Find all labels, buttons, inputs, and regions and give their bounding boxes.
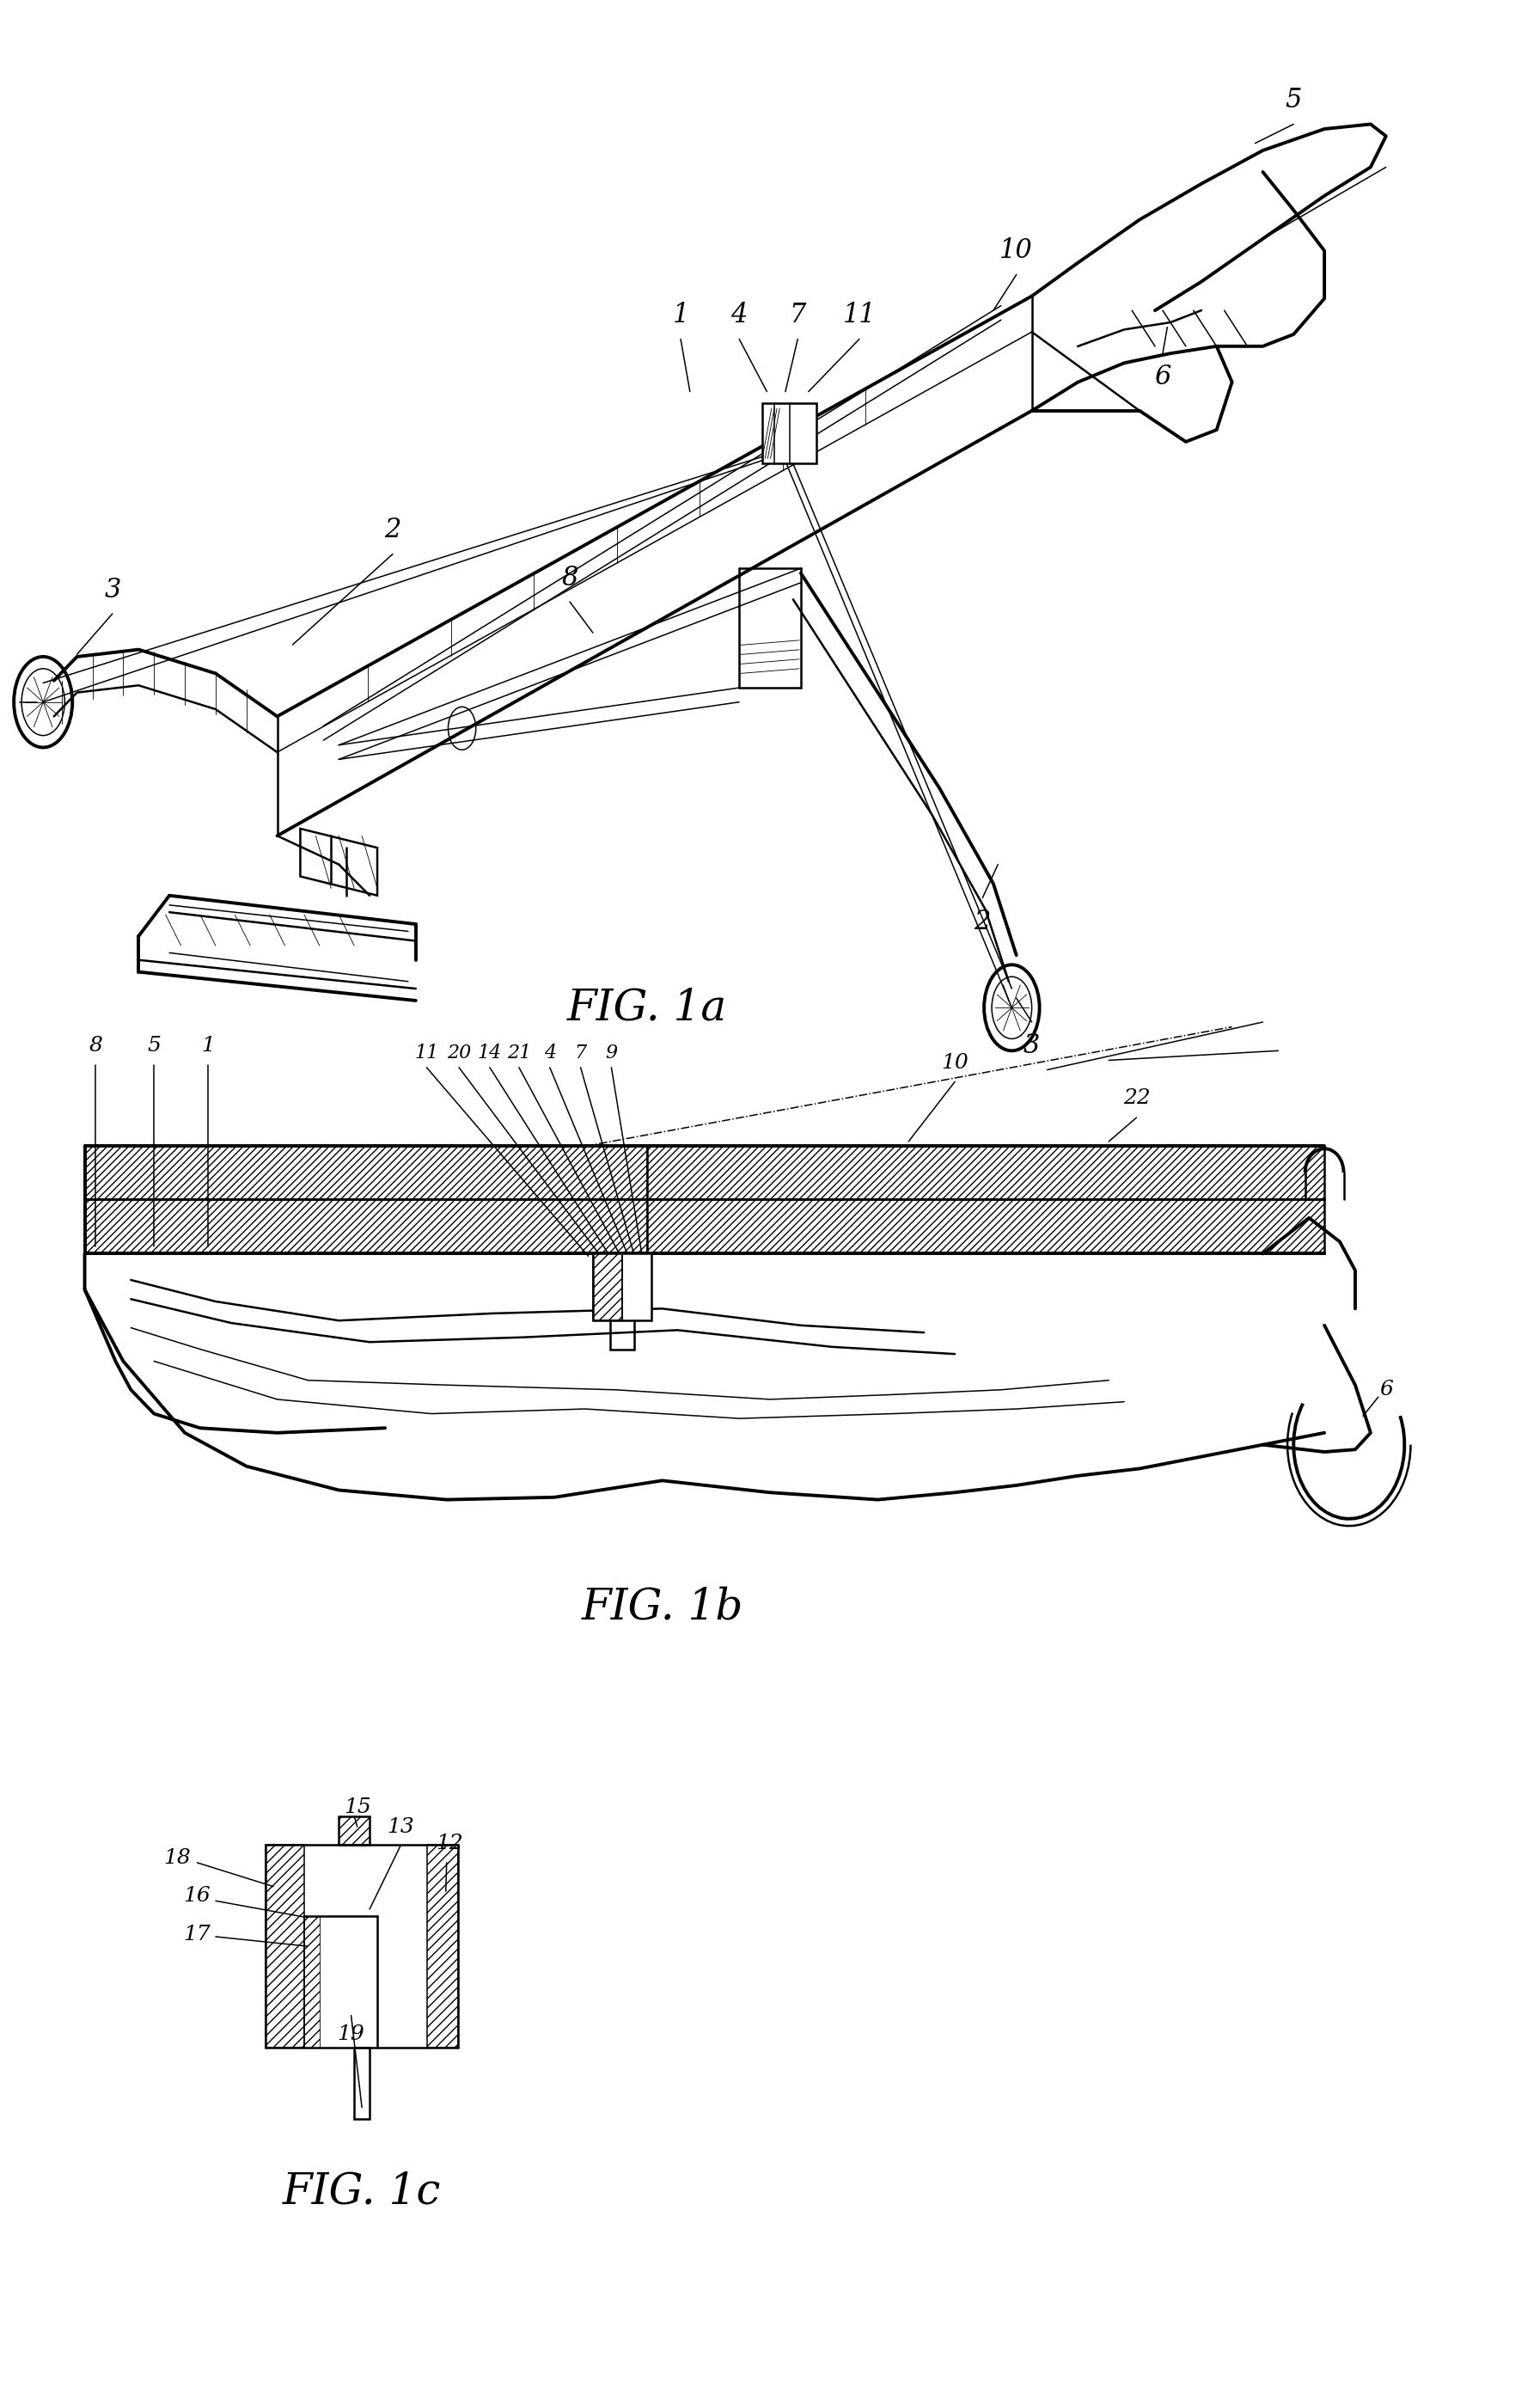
Bar bbox=[339, 1815, 370, 1844]
Bar bbox=[339, 1815, 370, 1844]
Text: 20: 20 bbox=[447, 1044, 471, 1063]
Bar bbox=[85, 1199, 647, 1254]
Text: 21: 21 bbox=[507, 1044, 531, 1063]
Text: 12: 12 bbox=[436, 1834, 464, 1853]
Text: 8: 8 bbox=[562, 564, 578, 592]
Text: 16: 16 bbox=[183, 1887, 211, 1906]
Bar bbox=[593, 1254, 651, 1321]
Text: 2: 2 bbox=[975, 907, 990, 936]
Text: 4: 4 bbox=[731, 301, 747, 330]
Text: 18: 18 bbox=[163, 1848, 191, 1867]
Bar bbox=[265, 1846, 305, 2049]
Text: 3: 3 bbox=[105, 576, 120, 604]
Text: 11: 11 bbox=[842, 301, 876, 330]
Bar bbox=[265, 1846, 459, 2049]
Bar bbox=[647, 1146, 1324, 1199]
Text: 2: 2 bbox=[385, 516, 400, 544]
Bar bbox=[354, 2049, 370, 2121]
Text: 9: 9 bbox=[605, 1044, 618, 1063]
Bar bbox=[428, 1846, 459, 2049]
Text: 11: 11 bbox=[414, 1044, 439, 1063]
Text: 14: 14 bbox=[477, 1044, 502, 1063]
Text: 1: 1 bbox=[202, 1036, 214, 1055]
Text: 5: 5 bbox=[1286, 86, 1301, 115]
Text: 17: 17 bbox=[183, 1925, 211, 1944]
Text: 10: 10 bbox=[941, 1053, 969, 1072]
Text: 19: 19 bbox=[337, 2025, 365, 2044]
Text: 6: 6 bbox=[1155, 363, 1170, 392]
Text: 6: 6 bbox=[1380, 1380, 1392, 1399]
Text: 4: 4 bbox=[544, 1044, 556, 1063]
Text: 15: 15 bbox=[343, 1798, 371, 1817]
Text: 3: 3 bbox=[1024, 1032, 1040, 1060]
Text: 8: 8 bbox=[89, 1036, 102, 1055]
Bar bbox=[647, 1199, 1324, 1254]
Text: 7: 7 bbox=[790, 301, 805, 330]
Text: 10: 10 bbox=[999, 236, 1033, 265]
Bar bbox=[85, 1146, 647, 1199]
Text: FIG. 1a: FIG. 1a bbox=[567, 986, 727, 1029]
Text: 1: 1 bbox=[673, 301, 688, 330]
Text: 22: 22 bbox=[1123, 1089, 1150, 1108]
Bar bbox=[593, 1254, 622, 1321]
Text: 13: 13 bbox=[387, 1817, 414, 1836]
Bar bbox=[305, 1915, 320, 2049]
Text: 7: 7 bbox=[574, 1044, 587, 1063]
Text: FIG. 1b: FIG. 1b bbox=[581, 1586, 744, 1629]
Text: FIG. 1c: FIG. 1c bbox=[283, 2171, 440, 2214]
Bar bbox=[762, 404, 816, 463]
Text: 5: 5 bbox=[148, 1036, 160, 1055]
